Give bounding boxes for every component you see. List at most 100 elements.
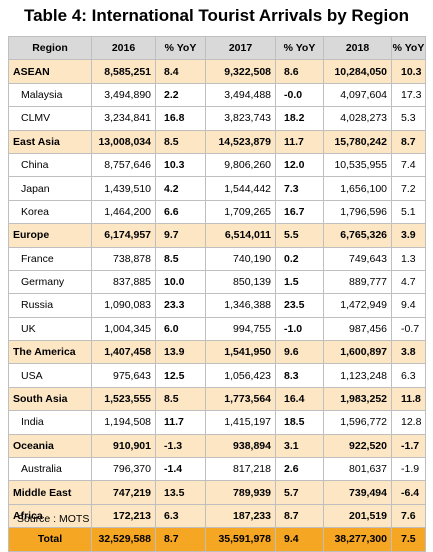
row-label-cell: Africa <box>8 503 92 529</box>
table-cell: 8.3 <box>275 363 324 388</box>
table-cell: 4,028,273 <box>323 106 392 131</box>
region-row: The America 1,407,458 13.9 1,541,950 9.6 1,60… <box>8 340 426 365</box>
table-cell: 10.3 <box>155 152 206 178</box>
table-cell: 987,456 <box>323 316 392 342</box>
tourist-arrivals-table: Region 2016 % YoY 2017 % YoY 2018 % YoY … <box>8 35 426 552</box>
table-cell: 16.7 <box>275 199 324 225</box>
table-cell: 18.5 <box>275 410 324 435</box>
country-row: CLMV 3,234,841 16.8 3,823,743 18.2 4,028,273 5… <box>8 106 426 131</box>
table-cell: 3.9 <box>391 223 426 248</box>
total-row: Total 32,529,588 8.7 35,591,978 9.4 38,277,30… <box>8 527 426 552</box>
table-cell: 13.5 <box>155 480 206 505</box>
table-cell: 8.4 <box>155 59 206 84</box>
table-cell: 172,213 <box>91 503 156 529</box>
region-row: Middle East 747,219 13.5 789,939 5.7 739,494-… <box>8 480 426 505</box>
table-cell: 15,780,242 <box>323 129 392 154</box>
table-cell: 0.2 <box>275 246 324 271</box>
table-cell: 17.3 <box>391 82 426 108</box>
country-row: France 738,878 8.5 740,190 0.2 749,643 1.3 <box>8 246 426 271</box>
table-cell: 910,901 <box>91 433 156 459</box>
region-row: ASEAN 8,585,251 8.4 9,322,508 8.6 10,284,050 1… <box>8 59 426 84</box>
table-cell: 889,777 <box>323 269 392 295</box>
table-cell: 5.3 <box>391 106 426 131</box>
table-cell: 9.7 <box>155 223 206 248</box>
row-label-cell: China <box>8 152 92 178</box>
row-label-cell: South Asia <box>8 386 92 412</box>
table-cell: 7.5 <box>391 527 426 552</box>
table-cell: 7.6 <box>391 503 426 529</box>
table-cell: -0.7 <box>391 316 426 342</box>
table-cell: 5.5 <box>275 223 324 248</box>
table-cell: 4.7 <box>391 269 426 295</box>
table-cell: 6.6 <box>155 199 206 225</box>
table-cell: 739,494 <box>323 480 392 505</box>
table-cell: 994,755 <box>205 316 276 342</box>
table-cell: 1,656,100 <box>323 176 392 201</box>
table-cell: -0.0 <box>275 82 324 108</box>
table-cell: 23.3 <box>155 293 206 318</box>
table-cell: 13,008,034 <box>91 129 156 154</box>
table-cell: 18.2 <box>275 106 324 131</box>
table-cell: 11.7 <box>275 129 324 154</box>
row-label-cell: Middle East <box>8 480 92 505</box>
table-cell: 837,885 <box>91 269 156 295</box>
table-cell: 3.1 <box>275 433 324 459</box>
table-cell: 8.5 <box>155 386 206 412</box>
country-row: USA 975,643 12.5 1,056,423 8.3 1,123,248 6.3 <box>8 363 426 388</box>
table-cell: 1,472,949 <box>323 293 392 318</box>
table-cell: 3,494,488 <box>205 82 276 108</box>
table-cell: 1.3 <box>391 246 426 271</box>
row-label-cell: India <box>8 410 92 435</box>
table-cell: 6.3 <box>155 503 206 529</box>
table-cell: 796,370 <box>91 457 156 482</box>
table-cell: 10,535,955 <box>323 152 392 178</box>
table-cell: 789,939 <box>205 480 276 505</box>
table-cell: -1.7 <box>391 433 426 459</box>
table-cell: 12.0 <box>275 152 324 178</box>
table-cell: 850,139 <box>205 269 276 295</box>
table-cell: 1,194,508 <box>91 410 156 435</box>
table-cell: 32,529,588 <box>91 527 156 552</box>
table-cell: 12.8 <box>391 410 426 435</box>
table-cell: 740,190 <box>205 246 276 271</box>
country-row: China 8,757,646 10.3 9,806,260 12.0 10,535,95… <box>8 152 426 178</box>
table-cell: 10.0 <box>155 269 206 295</box>
header-cell: 2016 <box>91 35 156 61</box>
table-cell: 1,796,596 <box>323 199 392 225</box>
table-cell: 9.6 <box>275 340 324 365</box>
table-cell: 1,346,388 <box>205 293 276 318</box>
table-cell: -6.4 <box>391 480 426 505</box>
table-cell: 1,596,772 <box>323 410 392 435</box>
table-cell: 9,322,508 <box>205 59 276 84</box>
table-cell: 6,765,326 <box>323 223 392 248</box>
table-cell: 1,439,510 <box>91 176 156 201</box>
row-label-cell: CLMV <box>8 106 92 131</box>
table-cell: 749,643 <box>323 246 392 271</box>
table-cell: 12.5 <box>155 363 206 388</box>
country-row: Japan 1,439,510 4.2 1,544,442 7.3 1,656,100 7.… <box>8 176 426 201</box>
table-cell: 7.4 <box>391 152 426 178</box>
row-label-cell: Australia <box>8 457 92 482</box>
table-cell: 1,600,897 <box>323 340 392 365</box>
table-cell: 187,233 <box>205 503 276 529</box>
table-cell: 4.2 <box>155 176 206 201</box>
row-label-cell: Europe <box>8 223 92 248</box>
table-cell: 16.8 <box>155 106 206 131</box>
table-cell: 1,523,555 <box>91 386 156 412</box>
row-label-cell: Total <box>8 527 92 552</box>
table-cell: 747,219 <box>91 480 156 505</box>
table-cell: 3,494,890 <box>91 82 156 108</box>
table-cell: 975,643 <box>91 363 156 388</box>
region-row: South Asia 1,523,555 8.5 1,773,564 16.4 1,983… <box>8 386 426 412</box>
table-cell: 8.7 <box>391 129 426 154</box>
country-row: Malaysia 3,494,890 2.2 3,494,488 -0.0 4,097,6… <box>8 82 426 108</box>
table-cell: -1.0 <box>275 316 324 342</box>
table-cell: 38,277,300 <box>323 527 392 552</box>
table-cell: 14,523,879 <box>205 129 276 154</box>
header-cell: 2018 <box>323 35 392 61</box>
country-row: Russia 1,090,083 23.3 1,346,388 23.5 1,472,94… <box>8 293 426 318</box>
table-cell: 1,123,248 <box>323 363 392 388</box>
table-cell: 5.1 <box>391 199 426 225</box>
table-cell: 801,637 <box>323 457 392 482</box>
country-row: Germany 837,885 10.0 850,139 1.5 889,777 4.7 <box>8 269 426 295</box>
